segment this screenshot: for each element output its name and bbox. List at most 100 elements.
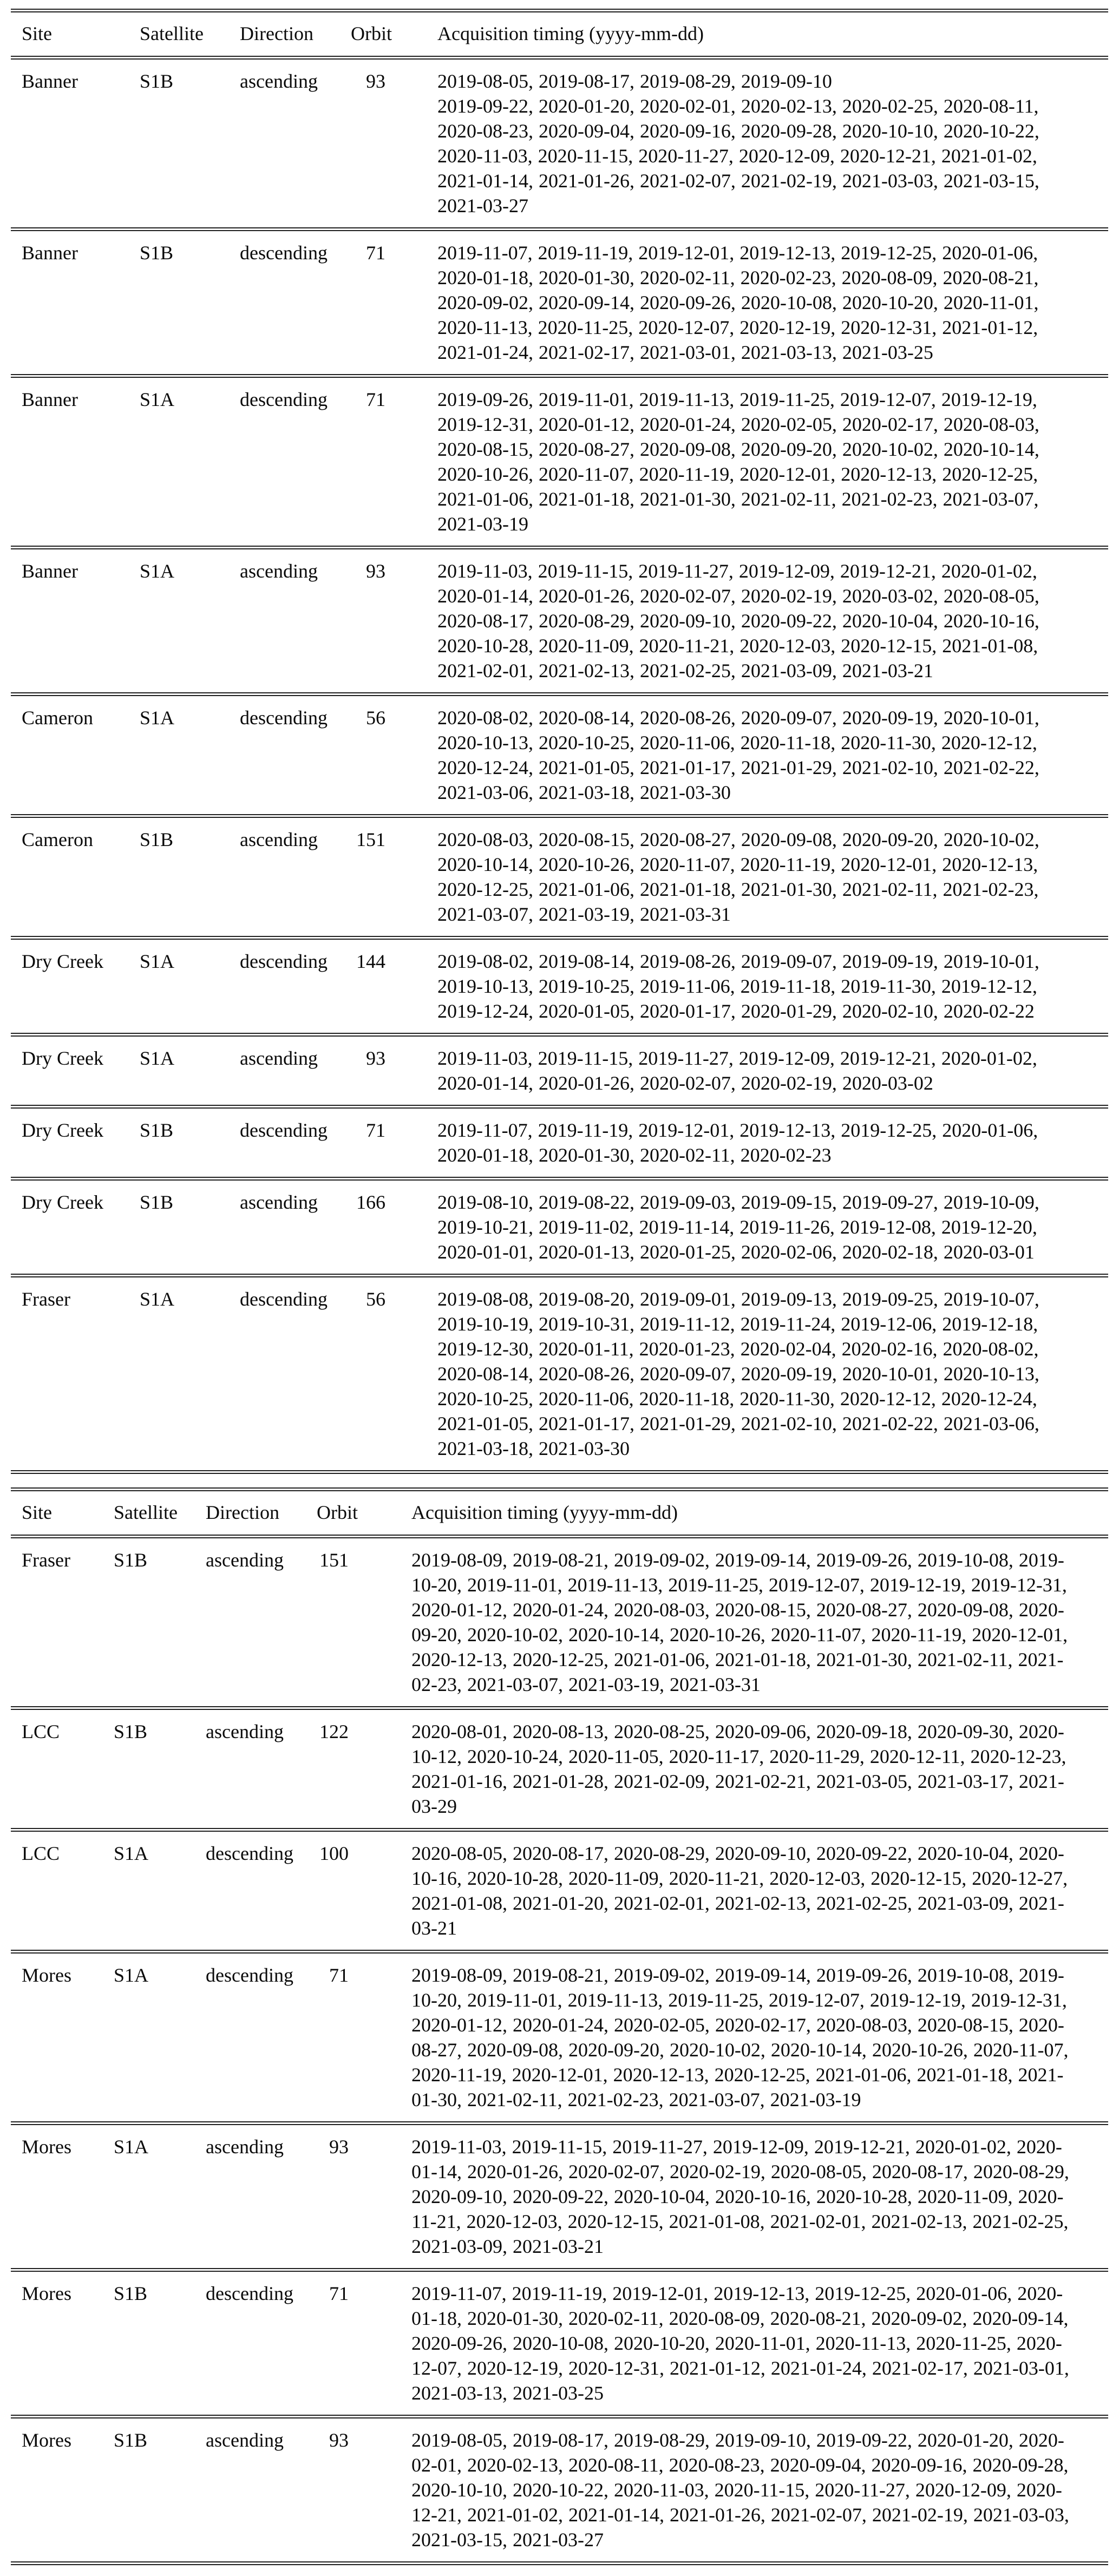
direction-cell: ascending — [206, 2136, 284, 2158]
acquisition-table-2: Site Satellite Direction Orbit Acquisiti… — [11, 1487, 1108, 2565]
dates-cell: 2020-08-03, 2020-08-15, 2020-08-27, 2020… — [437, 829, 1039, 925]
column-header-satellite: Satellite — [114, 1502, 178, 1523]
dates-cell: 2020-08-02, 2020-08-14, 2020-08-26, 2020… — [437, 707, 1039, 803]
orbit-cell: 93 — [366, 560, 385, 582]
dates-cell: 2019-08-09, 2019-08-21, 2019-09-02, 2019… — [411, 1549, 1068, 1695]
orbit-cell: 56 — [366, 707, 385, 729]
dates-cell: 2019-08-05, 2019-08-17, 2019-08-29, 2019… — [411, 2429, 1069, 2551]
column-header-site: Site — [22, 1502, 53, 1523]
column-header-site: Site — [22, 23, 53, 44]
direction-cell: descending — [240, 1288, 328, 1310]
orbit-cell: 56 — [366, 1288, 385, 1310]
dates-cell: 2019-11-03, 2019-11-15, 2019-11-27, 2019… — [411, 2136, 1069, 2257]
site-cell: Cameron — [22, 829, 93, 850]
table-row: LCC S1A descending 100 2020-08-05, 2020-… — [11, 1830, 1108, 1952]
direction-cell: descending — [240, 951, 328, 972]
orbit-cell: 71 — [329, 2283, 349, 2304]
dates-cell: 2019-08-02, 2019-08-14, 2019-08-26, 2019… — [437, 951, 1039, 1022]
satellite-cell: S1A — [140, 560, 175, 582]
table-row: Mores S1A ascending 93 2019-11-03, 2019-… — [11, 2123, 1108, 2270]
direction-cell: descending — [206, 1964, 293, 1986]
orbit-cell: 93 — [329, 2429, 349, 2451]
header-row: Site Satellite Direction Orbit Acquisiti… — [11, 10, 1108, 58]
satellite-cell: S1B — [140, 829, 174, 850]
site-cell: Banner — [22, 242, 78, 264]
satellite-cell: S1B — [140, 1119, 174, 1141]
table-row: Banner S1B descending 71 2019-11-07, 201… — [11, 230, 1108, 376]
table-row: Cameron S1B ascending 151 2020-08-03, 20… — [11, 816, 1108, 938]
dates-cell: 2019-11-07, 2019-11-19, 2019-12-01, 2019… — [411, 2283, 1069, 2404]
direction-cell: descending — [240, 389, 328, 410]
satellite-cell: S1B — [114, 2283, 148, 2304]
orbit-cell: 71 — [366, 1119, 385, 1141]
direction-cell: ascending — [206, 2429, 284, 2451]
site-cell: Dry Creek — [22, 951, 103, 972]
direction-cell: descending — [206, 1843, 293, 1864]
table-row: Fraser S1B ascending 151 2019-08-09, 201… — [11, 1537, 1108, 1708]
site-cell: LCC — [22, 1843, 60, 1864]
direction-cell: ascending — [240, 1047, 318, 1069]
table-row: LCC S1B ascending 122 2020-08-01, 2020-0… — [11, 1708, 1108, 1830]
dates-cell: 2020-08-01, 2020-08-13, 2020-08-25, 2020… — [411, 1721, 1066, 1817]
direction-cell: ascending — [240, 829, 318, 850]
orbit-cell: 71 — [329, 1964, 349, 1986]
direction-cell: descending — [240, 1119, 328, 1141]
satellite-cell: S1A — [140, 389, 175, 410]
satellite-cell: S1A — [140, 1288, 175, 1310]
site-cell: Fraser — [22, 1549, 70, 1571]
dates-cell: 2019-11-07, 2019-11-19, 2019-12-01, 2019… — [437, 1119, 1038, 1166]
satellite-cell: S1B — [140, 70, 174, 92]
orbit-cell: 144 — [356, 951, 385, 972]
orbit-cell: 151 — [319, 1549, 349, 1571]
dates-cell: 2020-08-05, 2020-08-17, 2020-08-29, 2020… — [411, 1843, 1068, 1939]
satellite-cell: S1B — [140, 1191, 174, 1213]
orbit-cell: 93 — [366, 1047, 385, 1069]
orbit-cell: 100 — [319, 1843, 349, 1864]
table-row: Banner S1A ascending 93 2019-11-03, 2019… — [11, 548, 1108, 694]
table-row: Mores S1A descending 71 2019-08-09, 2019… — [11, 1952, 1108, 2123]
orbit-cell: 151 — [356, 829, 385, 850]
orbit-cell: 166 — [356, 1191, 385, 1213]
dates-cell: 2019-11-03, 2019-11-15, 2019-11-27, 2019… — [437, 560, 1039, 681]
orbit-cell: 93 — [329, 2136, 349, 2158]
satellite-cell: S1B — [114, 2429, 148, 2451]
site-cell: Mores — [22, 1964, 71, 1986]
direction-cell: descending — [240, 242, 328, 264]
column-header-acquisition: Acquisition timing (yyyy-mm-dd) — [411, 1502, 678, 1523]
orbit-cell: 93 — [366, 70, 385, 92]
direction-cell: descending — [206, 2283, 293, 2304]
column-header-direction: Direction — [206, 1502, 279, 1523]
orbit-cell: 71 — [366, 389, 385, 410]
table-row: Cameron S1A descending 56 2020-08-02, 20… — [11, 694, 1108, 816]
site-cell: Dry Creek — [22, 1191, 103, 1213]
satellite-cell: S1B — [114, 1721, 148, 1742]
table-row: Banner S1B ascending 93 2019-08-05, 2019… — [11, 58, 1108, 230]
satellite-cell: S1A — [114, 1843, 149, 1864]
dates-cell: 2019-09-26, 2019-11-01, 2019-11-13, 2019… — [437, 389, 1039, 535]
dates-cell: 2019-11-03, 2019-11-15, 2019-11-27, 2019… — [437, 1047, 1037, 1094]
table-body-1: Banner S1B ascending 93 2019-08-05, 2019… — [11, 58, 1108, 1472]
site-cell: Banner — [22, 560, 78, 582]
satellite-cell: S1B — [114, 1549, 148, 1571]
dates-cell: 2019-08-10, 2019-08-22, 2019-09-03, 2019… — [437, 1191, 1039, 1263]
site-cell: LCC — [22, 1721, 60, 1742]
direction-cell: descending — [240, 707, 328, 729]
site-cell: Banner — [22, 389, 78, 410]
column-header-orbit: Orbit — [351, 23, 392, 44]
table-row: Fraser S1A descending 56 2019-08-08, 201… — [11, 1276, 1108, 1472]
column-header-satellite: Satellite — [140, 23, 204, 44]
satellite-cell: S1A — [114, 2136, 149, 2158]
site-cell: Mores — [22, 2136, 71, 2158]
column-header-orbit: Orbit — [317, 1502, 358, 1523]
satellite-cell: S1A — [140, 951, 175, 972]
site-cell: Cameron — [22, 707, 93, 729]
dates-cell: 2019-08-05, 2019-08-17, 2019-08-29, 2019… — [437, 70, 1039, 217]
site-cell: Dry Creek — [22, 1047, 103, 1069]
header-row: Site Satellite Direction Orbit Acquisiti… — [11, 1489, 1108, 1537]
site-cell: Mores — [22, 2429, 71, 2451]
table-row: Dry Creek S1B descending 71 2019-11-07, … — [11, 1107, 1108, 1179]
table-row: Mores S1B descending 71 2019-11-07, 2019… — [11, 2270, 1108, 2417]
acquisition-table-1: Site Satellite Direction Orbit Acquisiti… — [11, 9, 1108, 1474]
column-header-acquisition: Acquisition timing (yyyy-mm-dd) — [437, 23, 704, 44]
